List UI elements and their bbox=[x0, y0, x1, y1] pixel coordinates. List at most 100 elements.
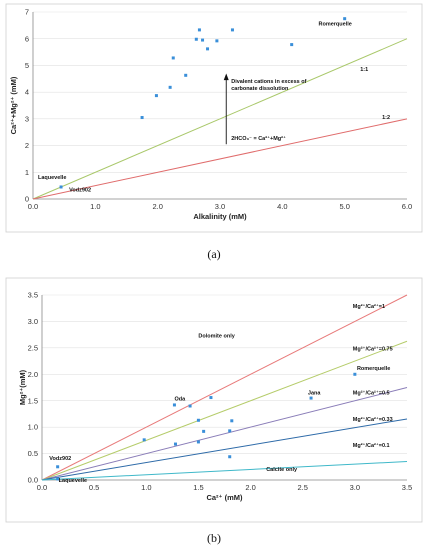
line-label-ratio-075: Mg²⁺/Ca²⁺=0.75 bbox=[353, 346, 393, 353]
chart-a-panel: 0 1 2 3 4 5 6 7 0.0 1.0 2.0 3.0 4.0 5.0 6.0 Alkalinity … bbox=[0, 0, 428, 272]
x-tick-label: 2.0 bbox=[245, 483, 255, 492]
line-label-ratio-1: Mg²⁺/Ca²⁺=1 bbox=[353, 303, 385, 310]
y-tick-label: 2.0 bbox=[28, 370, 38, 379]
data-point bbox=[202, 429, 206, 433]
annotation-jana: Jana bbox=[308, 390, 321, 396]
annotation-laquevelle: Laquevelle bbox=[59, 478, 87, 484]
data-point bbox=[343, 17, 347, 21]
chart-b-panel: 0.0 0.5 1.0 1.5 2.0 2.5 3.0 3.5 0.0 0.5 1.0 1.5 2.0 2… bbox=[0, 272, 428, 550]
annotation-vodz: Vodz902 bbox=[49, 456, 71, 462]
y-axis-label: Ca²⁺+Mg²⁺ (mM) bbox=[9, 76, 18, 134]
data-point bbox=[209, 396, 213, 400]
data-point bbox=[353, 372, 357, 376]
chart-frame bbox=[5, 277, 423, 523]
chart-frame bbox=[5, 3, 423, 233]
y-tick-label: 0.5 bbox=[28, 449, 38, 458]
data-point bbox=[173, 442, 177, 446]
y-tick-label: 0.0 bbox=[28, 476, 38, 485]
data-point bbox=[171, 56, 175, 60]
data-point bbox=[230, 28, 234, 32]
y-tick-label: 5 bbox=[25, 61, 29, 70]
data-point bbox=[215, 39, 219, 43]
annotation-calcite: Calcite only bbox=[266, 467, 298, 473]
y-axis-label: Mg²⁺(mM) bbox=[18, 369, 27, 405]
x-tick-label: 0.5 bbox=[89, 483, 99, 492]
y-tick-label: 1 bbox=[25, 168, 29, 177]
data-point bbox=[228, 455, 232, 459]
ratio-line bbox=[41, 461, 408, 481]
y-tick-label: 4 bbox=[25, 88, 29, 97]
annotation-equation: 2HCO₃⁻ = Ca²⁺+Mg²⁺ bbox=[231, 135, 286, 142]
ratio-line bbox=[41, 387, 408, 481]
line-label-1-2: 1:2 bbox=[382, 115, 390, 121]
data-point bbox=[172, 403, 176, 407]
x-tick-label: 3.0 bbox=[215, 202, 225, 211]
annotation-divalent-2: carbonate dissolution bbox=[231, 86, 289, 92]
line-label-ratio-05: Mg²⁺/Ca²⁺=0.5 bbox=[353, 389, 390, 396]
y-tick-label: 3.0 bbox=[28, 317, 38, 326]
ratio-line bbox=[32, 38, 408, 200]
annotation-romerquelle: Romerquelle bbox=[357, 366, 390, 372]
x-tick-label: 4.0 bbox=[277, 202, 287, 211]
y-tick-label: 1.5 bbox=[28, 396, 38, 405]
x-tick-label: 2.5 bbox=[297, 483, 307, 492]
x-axis-label: Ca²⁺ (mM) bbox=[206, 493, 243, 502]
y-tick-label: 7 bbox=[25, 8, 29, 17]
ratio-line bbox=[32, 118, 408, 200]
line-label-1-1: 1:1 bbox=[360, 67, 368, 73]
annotation-oda: Oda bbox=[174, 397, 186, 403]
data-point bbox=[290, 43, 294, 47]
x-tick-label: 3.0 bbox=[350, 483, 360, 492]
data-point bbox=[196, 418, 200, 422]
y-tick-label: 3.5 bbox=[28, 291, 38, 300]
data-point bbox=[59, 185, 63, 189]
x-tick-label: 0.0 bbox=[28, 202, 38, 211]
data-point bbox=[197, 28, 201, 32]
y-tick-label: 6 bbox=[25, 34, 29, 43]
data-point bbox=[142, 438, 146, 442]
y-tick-label: 0 bbox=[25, 195, 29, 204]
annotation-divalent-1: Divalent cations in excess of bbox=[231, 79, 306, 85]
x-tick-label: 1.0 bbox=[90, 202, 100, 211]
ratio-line bbox=[41, 418, 408, 481]
data-point bbox=[188, 404, 192, 408]
caption-b: (b) bbox=[207, 531, 221, 545]
data-point bbox=[154, 94, 158, 98]
data-point bbox=[140, 116, 144, 120]
annotation-laquevelle: Laquevelle bbox=[38, 175, 66, 181]
chart-b: 0.0 0.5 1.0 1.5 2.0 2.5 3.0 3.5 0.0 0.5 1.0 1.5 2.0 2… bbox=[5, 277, 423, 523]
data-point bbox=[201, 38, 205, 42]
caption-a: (a) bbox=[207, 247, 221, 261]
data-point bbox=[56, 477, 60, 481]
data-point bbox=[168, 85, 172, 89]
excess-arrow-head bbox=[223, 73, 229, 81]
y-tick-label: 1.0 bbox=[28, 423, 38, 432]
x-tick-label: 1.5 bbox=[193, 483, 203, 492]
annotation-vodz: Vodz902 bbox=[69, 188, 91, 194]
ratio-line bbox=[41, 340, 408, 481]
x-tick-label: 2.0 bbox=[152, 202, 162, 211]
y-tick-label: 2.5 bbox=[28, 343, 38, 352]
data-point bbox=[196, 440, 200, 444]
x-tick-label: 5.0 bbox=[339, 202, 349, 211]
line-label-ratio-033: Mg²⁺/Ca²⁺=0.33 bbox=[353, 416, 393, 423]
data-point bbox=[56, 465, 60, 469]
chart-a: 0 1 2 3 4 5 6 7 0.0 1.0 2.0 3.0 4.0 5.0 6.0 Alkalinity … bbox=[5, 3, 423, 233]
y-tick-label: 3 bbox=[25, 114, 29, 123]
data-point bbox=[184, 73, 188, 77]
x-axis-label: Alkalinity (mM) bbox=[193, 212, 247, 221]
data-point bbox=[309, 396, 313, 400]
x-tick-label: 0.0 bbox=[37, 483, 47, 492]
x-tick-label: 3.5 bbox=[402, 483, 412, 492]
x-tick-label: 1.0 bbox=[141, 483, 151, 492]
line-label-ratio-01: Mg²⁺/Ca²⁺=0.1 bbox=[353, 442, 390, 449]
x-tick-label: 6.0 bbox=[402, 202, 412, 211]
y-tick-label: 2 bbox=[25, 141, 29, 150]
data-point bbox=[194, 37, 198, 41]
data-point bbox=[230, 419, 234, 423]
annotation-dolomite: Dolomite only bbox=[198, 333, 235, 339]
annotation-romerquelle: Romerquelle bbox=[318, 21, 351, 27]
data-point bbox=[228, 429, 232, 433]
data-point bbox=[206, 47, 210, 51]
ratio-line bbox=[41, 294, 408, 481]
